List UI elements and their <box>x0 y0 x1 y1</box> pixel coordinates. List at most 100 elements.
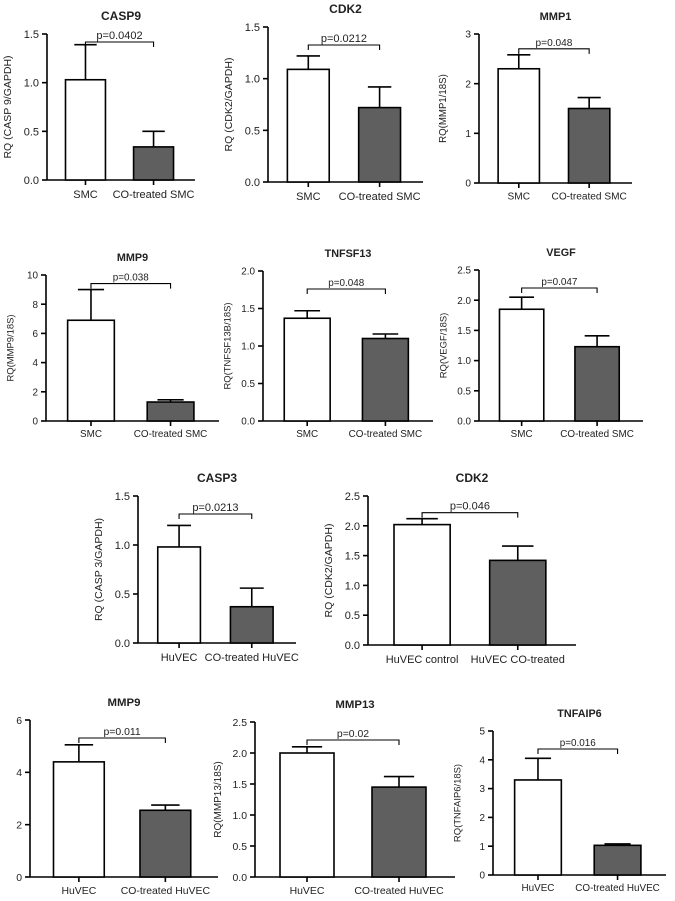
bar-treated <box>574 345 621 422</box>
chart-title: TNFSF13 <box>325 248 372 260</box>
y-tick-label: 2.5 <box>345 491 360 503</box>
y-tick-label: 2.0 <box>232 749 247 760</box>
x-category-label: CO-treated SMC <box>349 429 423 440</box>
y-tick-label: 1.5 <box>345 551 360 563</box>
p-value-label: p=0.047 <box>541 277 577 288</box>
bar-control <box>64 78 107 181</box>
y-tick-label: 0.0 <box>241 417 255 428</box>
significance-bracket <box>84 41 155 47</box>
y-tick-label: 2 <box>16 820 22 831</box>
bar-control <box>52 761 106 878</box>
chart-title: CASP9 <box>101 9 141 23</box>
chart-panel-vegf-6: VEGF 0.0 0.5 1.0 1.5 2.0 2.5 RQ(VEGF/18S) SMC CO-… <box>439 247 643 440</box>
chart-panel-mmp9-4: MMP9 0 2 4 6 8 10 RQ(MMP9/18S) SMC CO-treated SMC… <box>6 252 219 440</box>
y-tick-label: 5 <box>480 727 486 738</box>
chart-title: VEGF <box>546 247 576 259</box>
bar-control <box>283 317 331 422</box>
y-tick-label: 0.5 <box>241 379 255 390</box>
p-value-label: p=0.038 <box>113 273 149 284</box>
significance-bracket <box>421 512 519 518</box>
bar-control <box>513 779 563 876</box>
p-value-label: p=0.048 <box>536 38 573 49</box>
significance-bracket <box>521 287 598 293</box>
y-tick-label: 3 <box>465 30 471 41</box>
bar-treated <box>371 786 427 878</box>
chart-panel-cdk2-8: CDK2 0.0 0.5 1.0 1.5 2.0 2.5 RQ (CDK2/GAPDH) HuV… <box>323 471 576 666</box>
y-tick-label: 0.0 <box>232 873 247 884</box>
y-tick-label: 0.0 <box>457 417 471 428</box>
chart-title: TNFAIP6 <box>557 708 601 720</box>
p-value-label: p=0.02 <box>337 729 369 740</box>
bar-control <box>286 68 331 183</box>
chart-panel-casp9-1: CASP9 0.0 0.5 1.0 1.5 RQ (CASP 9/GAPDH) SMC CO-… <box>2 9 195 201</box>
y-tick-label: 4 <box>33 358 39 369</box>
p-value-label: p=0.046 <box>450 501 490 513</box>
bar-treated <box>488 559 547 646</box>
y-tick-label: 0 <box>465 179 471 190</box>
chart-panel-mmp13-10: MMP13 0.0 0.5 1.0 1.5 2.0 2.5 RQ(MMP13/18S) HuVE… <box>213 699 455 897</box>
y-tick-label: 0 <box>480 871 486 882</box>
y-tick-label: 0.0 <box>24 175 39 187</box>
y-tick-label: 0 <box>16 873 22 884</box>
y-tick-label: 1.5 <box>232 780 247 791</box>
y-tick-label: 0.5 <box>232 842 247 853</box>
x-category-label: SMC <box>296 429 318 440</box>
y-axis-label: RQ (CASP 3/GAPDH) <box>93 518 105 621</box>
bar-treated <box>132 146 175 181</box>
bar-treated <box>567 107 611 184</box>
y-axis-label: RQ(MMP1/18S) <box>438 74 449 143</box>
y-tick-label: 0.5 <box>457 386 471 397</box>
x-category-label: CO-treated HuVEC <box>121 886 211 897</box>
x-category-label: HuVEC <box>161 652 198 664</box>
x-category-label: HuVEC control <box>386 654 459 666</box>
bar-treated <box>146 401 195 422</box>
x-category-label: CO-treated SMC <box>552 192 627 203</box>
p-value-label: p=0.048 <box>328 278 364 289</box>
bar-control <box>393 523 451 646</box>
x-category-label: SMC <box>80 429 102 440</box>
p-value-label: p=0.0402 <box>96 30 142 42</box>
bar-control <box>66 319 116 422</box>
x-category-label: SMC <box>508 192 530 203</box>
significance-bracket <box>306 739 400 745</box>
significance-bracket <box>306 288 386 294</box>
y-tick-label: 0.0 <box>345 640 360 652</box>
y-tick-label: 0.0 <box>245 177 260 189</box>
y-axis-label: RQ(TNFSF13B/18S) <box>223 302 234 389</box>
chart-title: MMP9 <box>108 697 141 709</box>
significance-bracket <box>178 513 253 519</box>
bar-treated <box>361 337 410 422</box>
y-tick-label: 0.5 <box>115 589 130 601</box>
chart-title: CDK2 <box>329 2 362 16</box>
x-category-label: HuVEC <box>522 883 555 894</box>
y-tick-label: 1.0 <box>115 540 130 552</box>
y-tick-label: 6 <box>33 329 39 340</box>
chart-title: MMP1 <box>540 11 572 23</box>
chart-panel-tnfsf13-5: TNFSF13 0.0 0.5 1.0 1.5 2.0 RQ(TNFSF13B/18S) SM… <box>223 248 433 440</box>
y-tick-label: 1.5 <box>245 22 260 34</box>
p-value-label: p=0.011 <box>103 727 140 738</box>
chart-title: CDK2 <box>456 471 489 485</box>
y-tick-label: 0.5 <box>245 125 260 137</box>
chart-title: MMP13 <box>335 699 374 711</box>
y-tick-label: 1.5 <box>457 326 471 337</box>
y-tick-label: 2 <box>465 79 471 90</box>
y-tick-label: 2 <box>480 813 486 824</box>
y-tick-label: 2 <box>33 387 39 398</box>
y-tick-label: 4 <box>16 768 22 779</box>
y-tick-label: 0 <box>33 417 39 428</box>
y-tick-label: 0.5 <box>345 610 360 622</box>
chart-title: CASP3 <box>197 471 237 485</box>
p-value-label: p=0.016 <box>560 738 596 749</box>
y-tick-label: 2.5 <box>457 266 471 277</box>
y-axis-label: RQ (CDK2/GAPDH) <box>323 524 335 618</box>
y-tick-label: 1.0 <box>345 580 360 592</box>
x-category-label: CO-treated SMC <box>113 189 195 201</box>
bar-control <box>498 308 545 422</box>
x-category-label: HuVEC <box>290 886 325 897</box>
x-category-label: HuVEC CO-treated <box>471 654 565 666</box>
x-category-label: SMC <box>511 429 533 440</box>
y-tick-label: 1.0 <box>241 342 255 353</box>
significance-bracket <box>78 737 166 743</box>
x-category-label: SMC <box>296 191 321 203</box>
